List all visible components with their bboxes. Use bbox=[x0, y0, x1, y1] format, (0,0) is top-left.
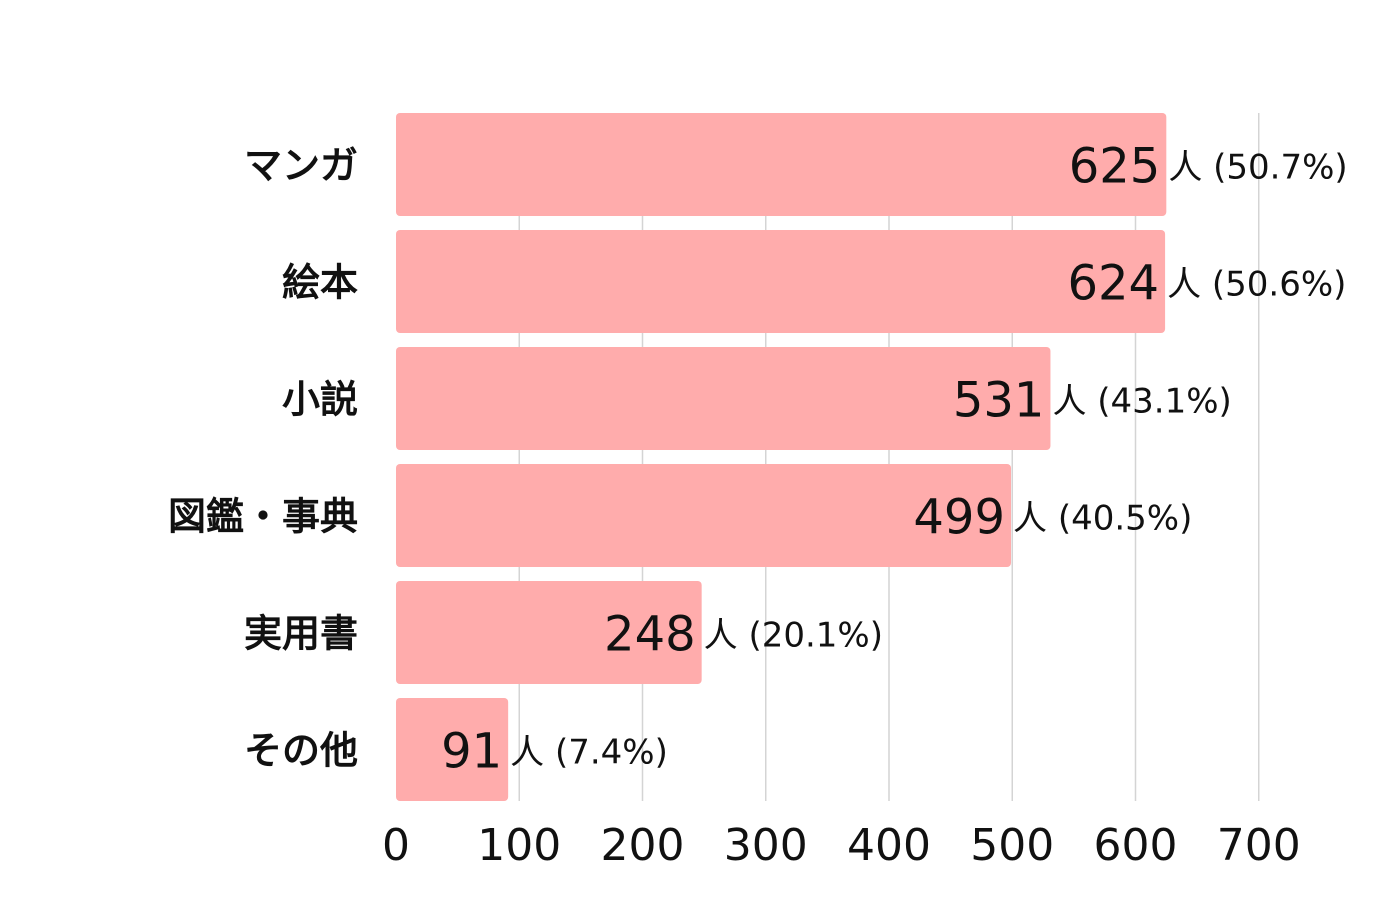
x-tick-label: 500 bbox=[970, 820, 1054, 871]
category-label: その他 bbox=[244, 729, 358, 773]
data-label-value: 625 bbox=[1069, 139, 1161, 195]
data-label-suffix: 人 (7.4%) bbox=[510, 733, 668, 773]
data-label-value: 499 bbox=[913, 490, 1005, 546]
x-tick-label: 0 bbox=[382, 820, 410, 871]
data-label-value: 91 bbox=[441, 724, 502, 780]
category-label: 絵本 bbox=[282, 261, 358, 305]
bar bbox=[396, 230, 1166, 333]
bar bbox=[396, 464, 1012, 567]
data-label-suffix: 人 (50.7%) bbox=[1168, 148, 1347, 188]
value-labels: 625 人 (50.7%)624 人 (50.6%)531 人 (43.1%)499 人… bbox=[441, 139, 1348, 780]
bar bbox=[396, 347, 1051, 450]
x-tick-label: 300 bbox=[724, 820, 808, 871]
data-label-suffix: 人 (50.6%) bbox=[1167, 265, 1346, 305]
category-label: 小説 bbox=[282, 378, 358, 422]
x-tick-label: 200 bbox=[601, 820, 685, 871]
x-tick-label: 400 bbox=[847, 820, 931, 871]
x-axis-ticks: 0 100 200 300 400 500 600 700 bbox=[382, 820, 1301, 871]
data-label-suffix: 人 (40.5%) bbox=[1013, 499, 1192, 539]
category-label: マンガ bbox=[244, 144, 358, 188]
x-tick-label: 700 bbox=[1217, 820, 1301, 871]
category-label: 実用書 bbox=[244, 612, 358, 656]
data-label-value: 531 bbox=[953, 373, 1045, 429]
data-label-value: 624 bbox=[1067, 256, 1159, 312]
bar bbox=[396, 113, 1167, 216]
gridlines bbox=[518, 113, 1260, 801]
data-label-suffix: 人 (43.1%) bbox=[1052, 382, 1231, 422]
bar bbox=[396, 698, 509, 801]
data-label-value: 248 bbox=[604, 607, 696, 663]
x-tick-label: 100 bbox=[477, 820, 561, 871]
bars bbox=[396, 113, 1167, 801]
bar bbox=[396, 581, 702, 684]
data-label-suffix: 人 (20.1%) bbox=[704, 616, 883, 656]
category-label: 図鑑・事典 bbox=[168, 495, 358, 539]
x-tick-label: 600 bbox=[1094, 820, 1178, 871]
